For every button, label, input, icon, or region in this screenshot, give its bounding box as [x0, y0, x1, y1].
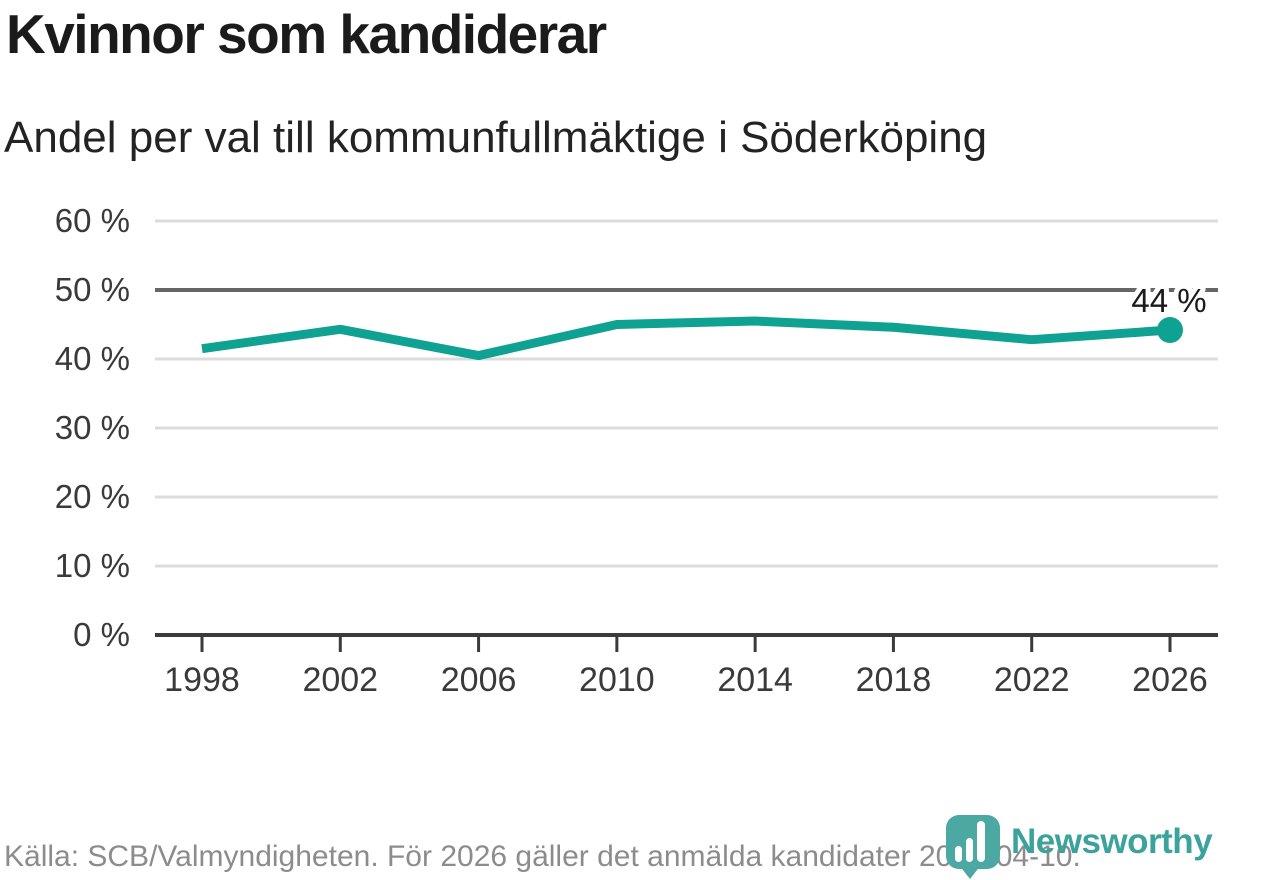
- y-tick-label: 40 %: [55, 340, 130, 377]
- y-tick-label: 30 %: [55, 409, 130, 446]
- x-tick-label: 1998: [164, 661, 240, 699]
- end-point-value-label: 44 %: [1131, 282, 1206, 319]
- y-tick-label: 0 %: [73, 616, 130, 653]
- x-tick-label: 2026: [1132, 661, 1208, 699]
- y-tick-label: 50 %: [55, 271, 130, 308]
- y-tick-label: 20 %: [55, 478, 130, 515]
- x-tick-label: 2018: [856, 661, 932, 699]
- y-tick-label: 10 %: [55, 547, 130, 584]
- x-tick-label: 2006: [441, 661, 517, 699]
- x-tick-label: 2022: [994, 661, 1070, 699]
- x-tick-label: 2014: [717, 661, 793, 699]
- y-tick-label: 60 %: [55, 202, 130, 239]
- chart-title: Kvinnor som kandiderar: [6, 3, 607, 65]
- x-tick-label: 2010: [579, 661, 655, 699]
- newsworthy-bars-bubble-icon: [946, 815, 1000, 879]
- source-note: Källa: SCB/Valmyndigheten. För 2026 gäll…: [4, 840, 1081, 873]
- newsworthy-wordmark: Newsworthy: [1011, 822, 1213, 861]
- x-tick-label: 2002: [302, 661, 378, 699]
- data-line: [201, 316, 1171, 361]
- last-point-marker: [1157, 317, 1183, 344]
- newsworthy-logo: Newsworthy: [942, 806, 1213, 880]
- chart-subtitle: Andel per val till kommunfullmäktige i S…: [4, 113, 988, 162]
